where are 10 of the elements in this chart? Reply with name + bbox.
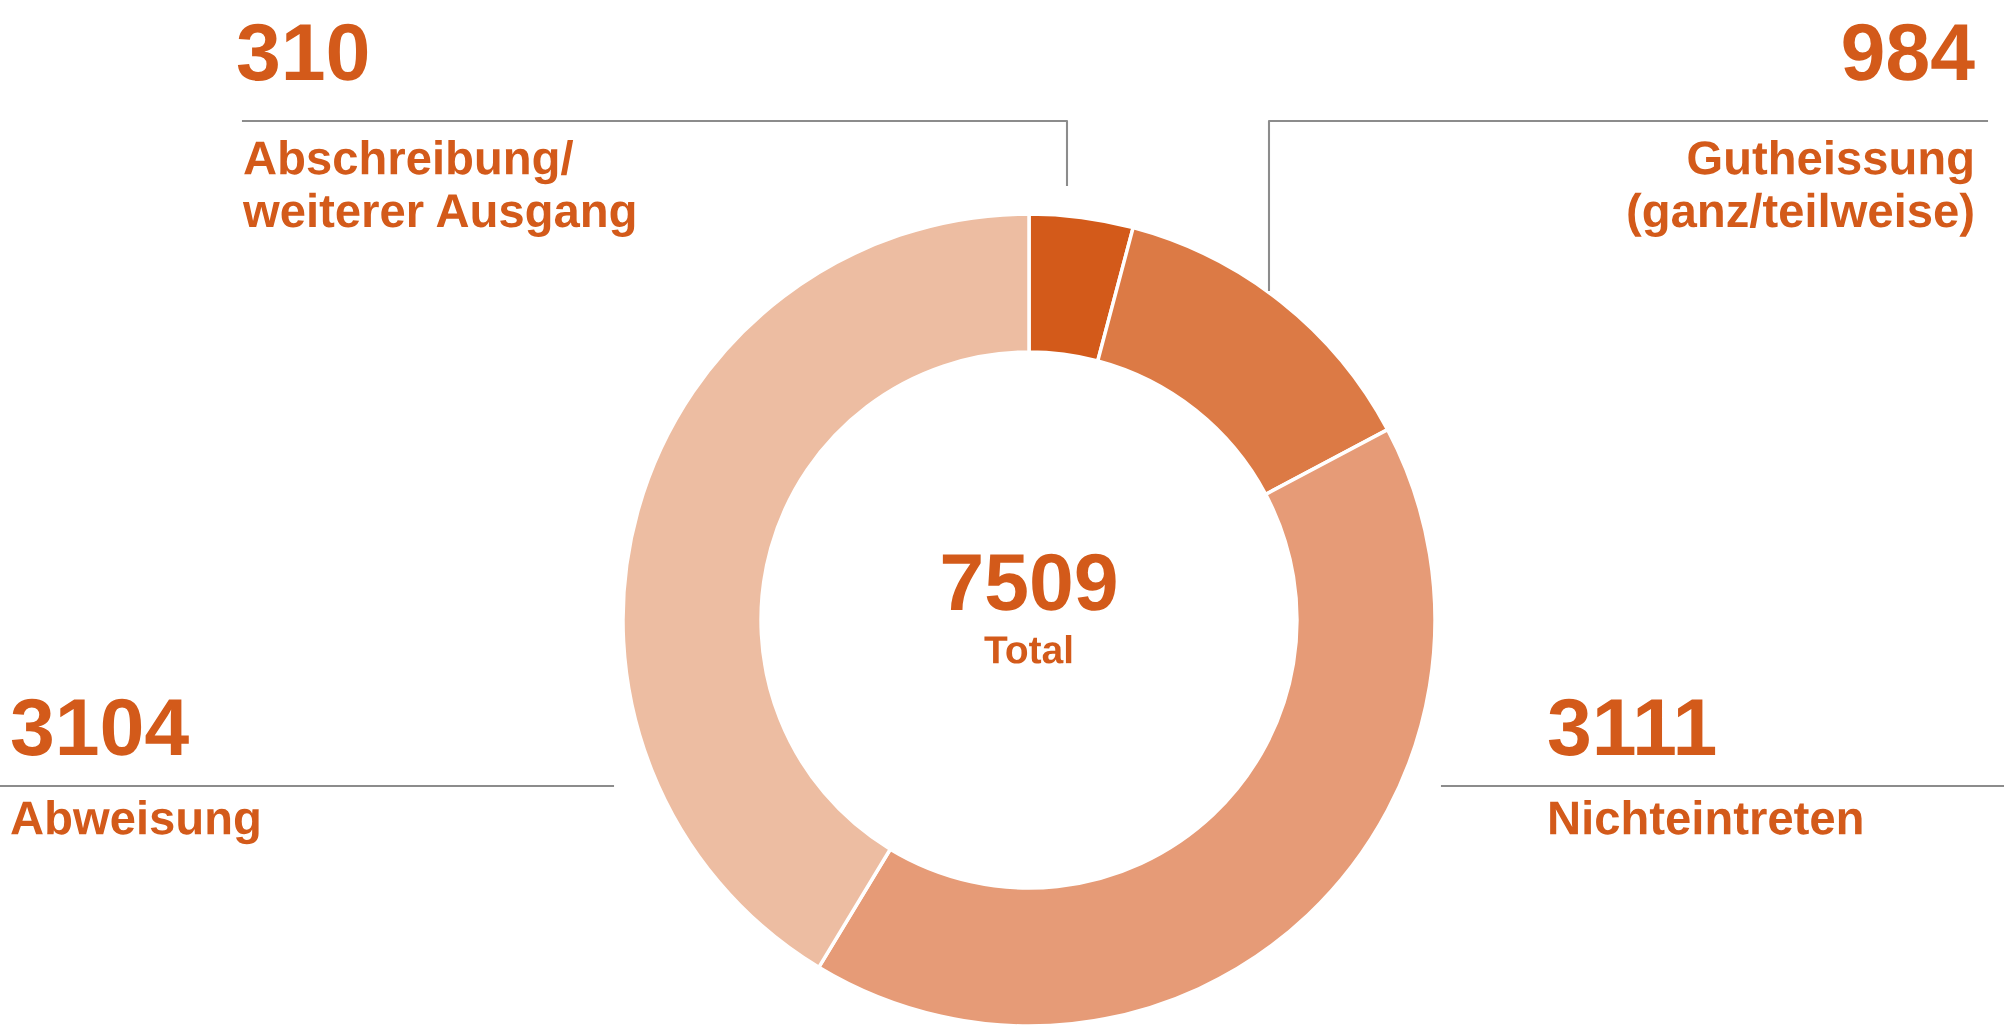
data-label: 3104 (11, 698, 189, 756)
slice-label: Nichteintreten (1550, 800, 1862, 835)
text: 7509 (942, 553, 1116, 611)
slice-label: Abweisung (11, 800, 259, 845)
data-label: 984 (1843, 23, 1975, 81)
slice-label: Gutheissung (ganz/teilweise) (1628, 140, 1973, 238)
data-label: 3111 (1548, 698, 1716, 756)
slice-label: Abschreibung/ weiterer Ausgang (242, 140, 635, 238)
data-label: 310 (237, 23, 368, 81)
text: Total (984, 635, 1072, 664)
